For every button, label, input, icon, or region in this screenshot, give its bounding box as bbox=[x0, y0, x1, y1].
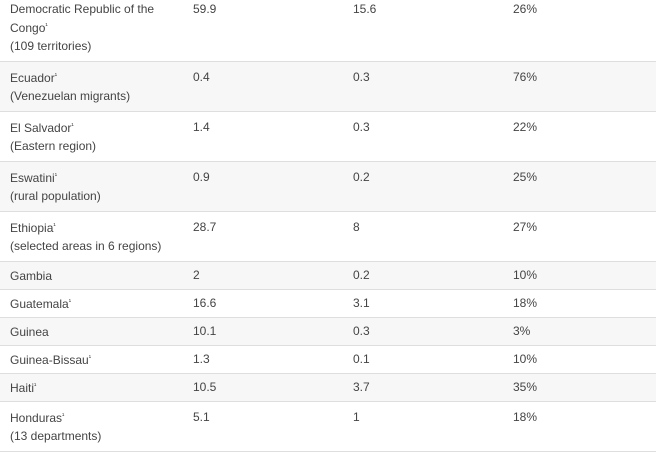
country-name: Ecuador bbox=[10, 71, 55, 85]
country-cell: Haiti¹ bbox=[0, 373, 183, 402]
col3-cell: 0.2 bbox=[343, 261, 503, 290]
country-cell: El Salvador¹ (Eastern region) bbox=[0, 111, 183, 162]
country-name: El Salvador bbox=[10, 121, 72, 135]
col2-cell: 1.3 bbox=[183, 345, 343, 374]
col3-cell: 0.3 bbox=[343, 111, 503, 162]
col4-cell: 25% bbox=[503, 161, 656, 212]
col4-cell: 18% bbox=[503, 289, 656, 318]
col3-cell: 0.2 bbox=[343, 161, 503, 212]
table-row: Guatemala¹ 16.6 3.1 18% bbox=[0, 289, 656, 318]
col2-cell: 10.1 bbox=[183, 317, 343, 346]
country-detail: (109 territories) bbox=[10, 39, 92, 53]
col3-cell: 8 bbox=[343, 211, 503, 262]
table-row: Ethiopia¹ (selected areas in 6 regions) 28… bbox=[0, 211, 656, 262]
country-name: Democratic Republic of the Congo bbox=[10, 2, 155, 35]
table-row: Democratic Republic of the Congo¹ (109 te… bbox=[0, 0, 656, 62]
table-row: Honduras¹ (13 departments) 5.1 1 18% bbox=[0, 401, 656, 452]
col4-cell: 22% bbox=[503, 111, 656, 162]
footnote-mark: ¹ bbox=[54, 73, 58, 80]
col2-cell: 10.5 bbox=[183, 373, 343, 402]
col2-cell: 5.1 bbox=[183, 401, 343, 452]
col2-cell: 16.6 bbox=[183, 289, 343, 318]
col3-cell: 0.3 bbox=[343, 61, 503, 112]
country-cell: Ethiopia¹ (selected areas in 6 regions) bbox=[0, 211, 183, 262]
country-cell: Guinea-Bissau¹ bbox=[0, 345, 183, 374]
col2-cell: 1.4 bbox=[183, 111, 343, 162]
footnote-mark: ¹ bbox=[53, 223, 56, 230]
country-detail: (selected areas in 6 regions) bbox=[10, 239, 162, 253]
country-detail: (13 departments) bbox=[10, 429, 102, 443]
table-row: Guinea-Bissau¹ 1.3 0.1 10% bbox=[0, 345, 656, 374]
country-cell: Honduras¹ (13 departments) bbox=[0, 401, 183, 452]
country-detail: (Eastern region) bbox=[10, 139, 97, 153]
country-cell: Guatemala¹ bbox=[0, 289, 183, 318]
col2-cell: 2 bbox=[183, 261, 343, 290]
footnote-mark: ¹ bbox=[71, 123, 74, 130]
table-row: Ecuador¹ (Venezuelan migrants) 0.4 0.3 76% bbox=[0, 61, 656, 112]
country-name: Honduras bbox=[10, 411, 63, 425]
col3-cell: 3.1 bbox=[343, 289, 503, 318]
country-cell: Eswatini¹ (rural population) bbox=[0, 161, 183, 212]
col4-cell: 3% bbox=[503, 317, 656, 346]
footnote-mark: ¹ bbox=[68, 299, 72, 306]
country-cell: Ecuador¹ (Venezuelan migrants) bbox=[0, 61, 183, 112]
footnote-mark: ¹ bbox=[88, 355, 92, 362]
table-row: Gambia 2 0.2 10% bbox=[0, 261, 656, 290]
table-row: Eswatini¹ (rural population) 0.9 0.2 25% bbox=[0, 161, 656, 212]
col3-cell: 0.1 bbox=[343, 345, 503, 374]
col3-cell: 3.7 bbox=[343, 373, 503, 402]
col4-cell: 26% bbox=[503, 0, 656, 62]
country-cell: Democratic Republic of the Congo¹ (109 te… bbox=[0, 0, 183, 62]
country-name: Gambia bbox=[10, 269, 53, 283]
footnote-mark: ¹ bbox=[54, 173, 58, 180]
country-name: Eswatini bbox=[10, 171, 55, 185]
col4-cell: 35% bbox=[503, 373, 656, 402]
country-detail: (rural population) bbox=[10, 189, 101, 203]
country-name: Guinea-Bissau bbox=[10, 353, 89, 367]
col3-cell: 1 bbox=[343, 401, 503, 452]
country-cell: Gambia bbox=[0, 261, 183, 290]
country-detail: (Venezuelan migrants) bbox=[10, 89, 131, 103]
footnote-mark: ¹ bbox=[34, 383, 37, 390]
country-name: Haiti bbox=[10, 381, 35, 395]
table-row: Guinea 10.1 0.3 3% bbox=[0, 317, 656, 346]
country-name: Guatemala bbox=[10, 297, 69, 311]
country-name: Guinea bbox=[10, 325, 49, 339]
col2-cell: 28.7 bbox=[183, 211, 343, 262]
table-row: El Salvador¹ (Eastern region) 1.4 0.3 22% bbox=[0, 111, 656, 162]
col4-cell: 10% bbox=[503, 345, 656, 374]
col3-cell: 15.6 bbox=[343, 0, 503, 62]
col3-cell: 0.3 bbox=[343, 317, 503, 346]
footnote-mark: ¹ bbox=[45, 23, 48, 30]
col4-cell: 27% bbox=[503, 211, 656, 262]
country-name: Ethiopia bbox=[10, 221, 54, 235]
table-row: Haiti¹ 10.5 3.7 35% bbox=[0, 373, 656, 402]
country-cell: Guinea bbox=[0, 317, 183, 346]
col2-cell: 59.9 bbox=[183, 0, 343, 62]
footnote-mark: ¹ bbox=[62, 413, 65, 420]
col2-cell: 0.4 bbox=[183, 61, 343, 112]
col4-cell: 76% bbox=[503, 61, 656, 112]
col2-cell: 0.9 bbox=[183, 161, 343, 212]
col4-cell: 10% bbox=[503, 261, 656, 290]
col4-cell: 18% bbox=[503, 401, 656, 452]
